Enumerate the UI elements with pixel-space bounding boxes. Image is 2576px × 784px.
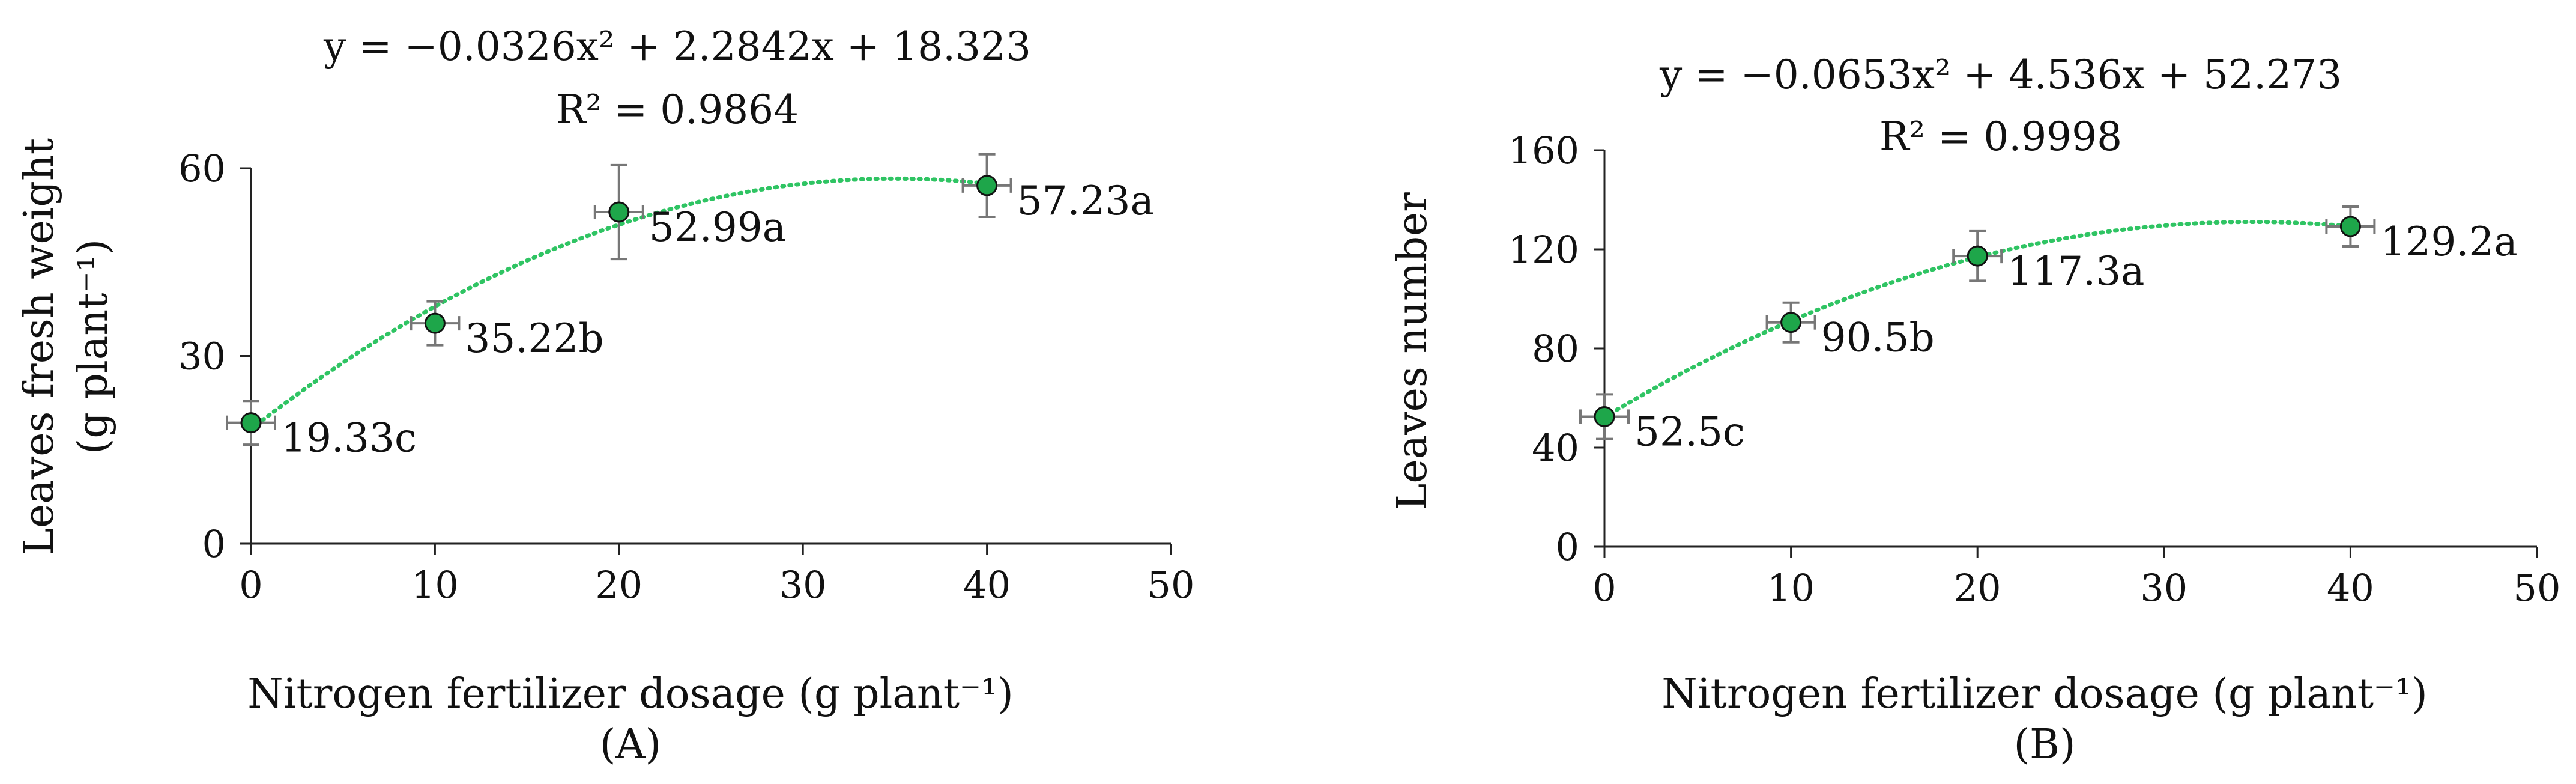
x-tick-label: 30 [779, 563, 827, 607]
data-marker [1967, 245, 1988, 267]
x-tick-label: 0 [239, 563, 262, 607]
data-point-a-3: 57.23a [961, 153, 1154, 224]
data-label: 90.5b [1821, 315, 1935, 361]
x-tick-label: 10 [411, 563, 459, 607]
x-tick-labels-b: 0 10 20 30 40 50 [1592, 566, 2560, 610]
trendline-a [249, 176, 990, 431]
data-marker [1780, 312, 1802, 333]
y-tick-labels-a: 0 30 60 [178, 147, 226, 566]
chart-panel-a: y = −0.0326x² + 2.2842x + 18.323 R² = 0.… [16, 23, 1194, 768]
y-axis-label-a-line1: Leaves fresh weight [16, 138, 63, 555]
r-squared-b: R² = 0.9998 [1879, 114, 2122, 160]
x-tick-label: 30 [2140, 566, 2187, 610]
data-point-b-3: 129.2a [2325, 205, 2518, 265]
axes-b [1594, 149, 2538, 558]
x-tick-labels-a: 0 10 20 30 40 50 [239, 563, 1194, 607]
data-marker [424, 312, 446, 334]
equation-a: y = −0.0326x² + 2.2842x + 18.323 [323, 23, 1031, 70]
x-tick-label: 40 [2327, 566, 2374, 610]
data-marker [240, 412, 262, 434]
data-marker [976, 175, 998, 196]
y-tick-label: 160 [1508, 129, 1579, 172]
x-tick-label: 0 [1592, 566, 1616, 610]
y-tick-label: 40 [1532, 426, 1579, 470]
data-point-b-2: 117.3a [1952, 229, 2144, 294]
panel-label-a: (A) [600, 721, 661, 768]
x-tick-label: 50 [1147, 563, 1195, 607]
x-tick-label: 20 [1954, 566, 2001, 610]
x-tick-label: 20 [595, 563, 642, 607]
data-marker [2339, 216, 2361, 237]
data-label: 57.23a [1017, 178, 1154, 224]
data-marker [1594, 406, 1615, 427]
y-tick-label: 60 [178, 147, 226, 190]
chart-panel-b: y = −0.0653x² + 4.536x + 52.273 R² = 0.9… [1389, 52, 2560, 768]
y-tick-label: 0 [202, 522, 226, 566]
x-tick-label: 40 [963, 563, 1011, 607]
data-label: 129.2a [2380, 219, 2517, 265]
trendline-path [249, 176, 990, 431]
data-point-a-2: 52.99a [593, 163, 786, 261]
y-tick-label: 120 [1508, 228, 1579, 272]
x-tick-label: 50 [2514, 566, 2561, 610]
y-axis-label-b: Leaves number [1389, 192, 1436, 511]
y-tick-label: 30 [178, 335, 226, 378]
panel-label-b: (B) [2013, 721, 2075, 768]
data-points-a: 19.33c 35.22b 52.99a 57.23a [226, 153, 1154, 461]
data-label: 52.5c [1634, 409, 1745, 455]
y-tick-label: 80 [1532, 327, 1579, 371]
x-axis-label-b: Nitrogen fertilizer dosage (g plant⁻¹) [1661, 670, 2427, 718]
data-label: 35.22b [465, 315, 603, 362]
data-label: 52.99a [649, 204, 786, 251]
x-tick-label: 10 [1767, 566, 1815, 610]
data-points-b: 52.5c 90.5b 117.3a 129.2a [1579, 205, 2518, 455]
data-label: 117.3a [2007, 248, 2144, 294]
r-squared-a: R² = 0.9864 [556, 87, 799, 133]
x-axis-label-a: Nitrogen fertilizer dosage (g plant⁻¹) [247, 670, 1013, 718]
data-marker [608, 201, 630, 223]
y-tick-label: 0 [1556, 525, 1579, 569]
data-point-a-1: 35.22b [410, 300, 604, 362]
y-axis-label-a-line2: (g plant⁻¹) [70, 239, 117, 454]
data-point-b-1: 90.5b [1765, 301, 1935, 361]
data-point-a-0: 19.33c [226, 400, 417, 461]
data-label: 19.33c [281, 415, 417, 461]
y-tick-labels-b: 0 40 80 120 160 [1508, 129, 1579, 569]
data-point-b-0: 52.5c [1579, 393, 1745, 455]
axes-a [240, 167, 1172, 555]
equation-b: y = −0.0653x² + 4.536x + 52.273 [1659, 52, 2342, 98]
